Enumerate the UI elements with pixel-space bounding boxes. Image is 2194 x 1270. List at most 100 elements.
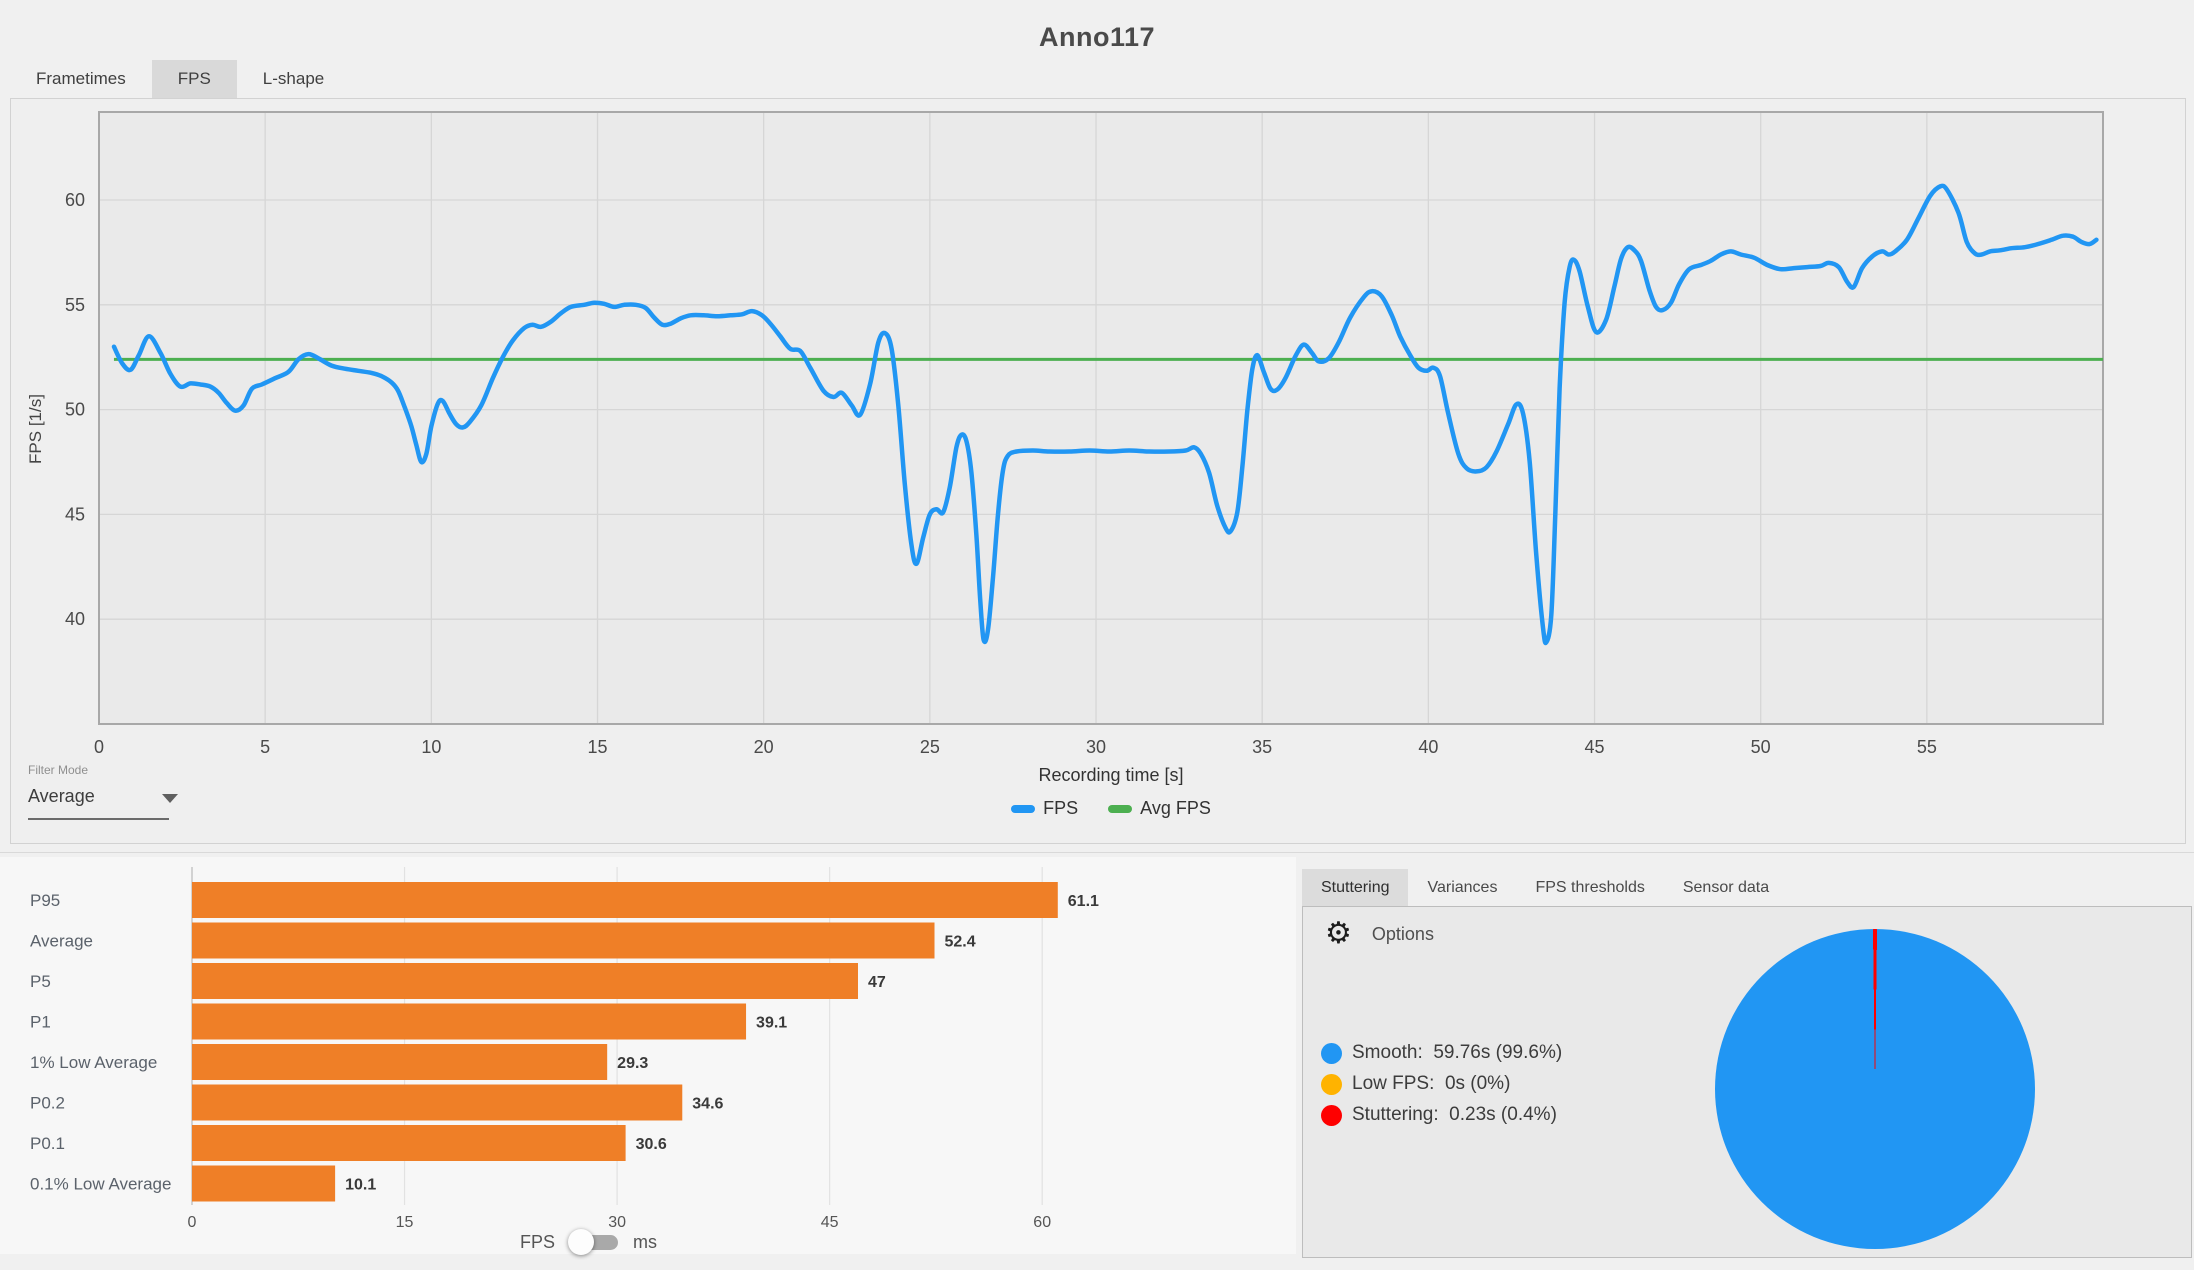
avg-fps-legend-swatch bbox=[1108, 804, 1133, 813]
smooth-value: 59.76s (99.6%) bbox=[1433, 1042, 1563, 1063]
svg-text:25: 25 bbox=[920, 737, 940, 757]
x-tick-labels: 0 5 10 15 20 25 30 35 40 45 50 55 bbox=[94, 737, 1937, 757]
y-axis-title: FPS [1/s] bbox=[26, 394, 45, 464]
stuttering-panel: ⚙ Options Smooth: 59.76s (99.6%) Low FPS… bbox=[1302, 906, 2192, 1258]
analysis-tabs: Stuttering Variances FPS thresholds Sens… bbox=[1302, 869, 1788, 906]
svg-text:60: 60 bbox=[65, 190, 85, 210]
svg-text:P95: P95 bbox=[30, 891, 60, 910]
stuttering-label: Stuttering: bbox=[1352, 1104, 1439, 1125]
stuttering-pie-chart bbox=[1715, 929, 2035, 1249]
svg-text:0.1% Low Average: 0.1% Low Average bbox=[30, 1175, 171, 1194]
fps-line-chart: 40 45 50 55 60 0 5 10 15 20 25 30 35 40 45 50 55 FPS [1/s… bbox=[26, 111, 2104, 757]
svg-text:35: 35 bbox=[1252, 737, 1272, 757]
toggle-knob[interactable] bbox=[568, 1229, 595, 1255]
main-chart-tabs: Frametimes FPS L-shape bbox=[10, 60, 350, 98]
svg-text:45: 45 bbox=[1585, 737, 1605, 757]
tab-fps[interactable]: FPS bbox=[151, 60, 237, 98]
bar-row bbox=[192, 1044, 608, 1080]
chart-legend: FPS Avg FPS bbox=[901, 798, 1321, 819]
svg-text:40: 40 bbox=[65, 609, 85, 629]
bar-row bbox=[192, 922, 935, 959]
fps-line bbox=[111, 183, 2099, 646]
unit-ms-label: ms bbox=[633, 1231, 658, 1252]
bar-row bbox=[192, 1165, 336, 1202]
bar-x-tick-labels: 0 15 30 45 60 bbox=[188, 1214, 1052, 1231]
bar-row bbox=[192, 1003, 747, 1040]
legend-item-fps[interactable]: FPS bbox=[1011, 798, 1078, 819]
svg-text:45: 45 bbox=[65, 504, 85, 524]
bottom-section: P95 Average P5 P1 1% Low Average P0.2 P0.1 0.1%… bbox=[0, 852, 2194, 1270]
svg-text:39.1: 39.1 bbox=[756, 1015, 787, 1032]
chevron-down-icon bbox=[162, 794, 178, 803]
fps-legend-swatch bbox=[1011, 804, 1036, 813]
fps-legend-label: FPS bbox=[1043, 798, 1079, 818]
svg-text:30.6: 30.6 bbox=[636, 1136, 667, 1153]
tab-fps-thresholds[interactable]: FPS thresholds bbox=[1535, 879, 1645, 896]
bar-value-labels: 61.1 52.4 47 39.1 29.3 34.6 30.6 10.1 bbox=[345, 893, 1099, 1194]
tab-sensor-data[interactable]: Sensor data bbox=[1682, 879, 1770, 896]
tab-stuttering[interactable]: Stuttering bbox=[1302, 869, 1409, 906]
filter-mode-label: Filter Mode bbox=[28, 763, 89, 777]
svg-text:Average: Average bbox=[30, 932, 93, 951]
options-label: Options bbox=[1371, 923, 1434, 944]
svg-text:50: 50 bbox=[1751, 737, 1771, 757]
stuttering-dot-icon bbox=[1321, 1104, 1342, 1126]
svg-text:47: 47 bbox=[868, 974, 886, 991]
svg-text:15: 15 bbox=[396, 1214, 414, 1231]
page-title: Anno117 bbox=[1038, 22, 1156, 52]
unit-toggle-row: FPS ms bbox=[520, 1229, 657, 1255]
filter-mode-select[interactable]: Average bbox=[28, 786, 178, 812]
tab-frametimes[interactable]: Frametimes bbox=[36, 69, 126, 88]
svg-text:50: 50 bbox=[65, 400, 85, 420]
svg-text:10.1: 10.1 bbox=[345, 1177, 376, 1194]
low-fps-label: Low FPS: bbox=[1352, 1073, 1435, 1094]
tab-l-shape[interactable]: L-shape bbox=[262, 69, 325, 88]
bar-row bbox=[192, 963, 858, 999]
smooth-label: Smooth: bbox=[1352, 1042, 1423, 1063]
legend-item-low-fps: Low FPS: 0s (0%) bbox=[1321, 1073, 1510, 1095]
svg-text:P0.1: P0.1 bbox=[30, 1134, 65, 1153]
bar-category-labels: P95 Average P5 P1 1% Low Average P0.2 P0.1 0.1%… bbox=[30, 891, 171, 1194]
unit-fps-label: FPS bbox=[520, 1231, 556, 1252]
svg-text:55: 55 bbox=[1917, 737, 1937, 757]
svg-text:30: 30 bbox=[608, 1214, 626, 1231]
svg-text:1% Low Average: 1% Low Average bbox=[30, 1053, 157, 1072]
legend-item-avg-fps[interactable]: Avg FPS bbox=[1108, 798, 1211, 819]
svg-text:15: 15 bbox=[587, 737, 607, 757]
svg-text:P1: P1 bbox=[30, 1013, 51, 1032]
svg-text:61.1: 61.1 bbox=[1068, 893, 1099, 910]
bar-row bbox=[192, 1084, 683, 1121]
options-button[interactable]: ⚙ Options bbox=[1325, 919, 1434, 949]
low-fps-value: 0s (0%) bbox=[1444, 1073, 1511, 1094]
svg-text:P5: P5 bbox=[30, 972, 51, 991]
gear-icon: ⚙ bbox=[1325, 917, 1352, 950]
y-tick-labels: 40 45 50 55 60 bbox=[65, 190, 85, 629]
bars bbox=[192, 882, 1058, 1202]
svg-text:10: 10 bbox=[421, 737, 441, 757]
tab-variances[interactable]: Variances bbox=[1427, 879, 1498, 896]
svg-text:45: 45 bbox=[821, 1214, 839, 1231]
svg-text:5: 5 bbox=[260, 737, 270, 757]
x-axis-title: Recording time [s] bbox=[1038, 765, 1184, 785]
legend-item-smooth: Smooth: 59.76s (99.6%) bbox=[1321, 1042, 1562, 1064]
plot-border bbox=[98, 111, 2104, 725]
filter-mode-control: Filter Mode Average bbox=[28, 763, 178, 820]
filter-mode-value: Average bbox=[28, 786, 95, 806]
legend-item-stuttering: Stuttering: 0.23s (0.4%) bbox=[1321, 1104, 1557, 1126]
fps-ms-toggle[interactable] bbox=[568, 1229, 620, 1255]
svg-text:34.6: 34.6 bbox=[692, 1096, 723, 1113]
percentile-bar-panel: P95 Average P5 P1 1% Low Average P0.2 P0.1 0.1%… bbox=[0, 857, 1296, 1255]
bar-row bbox=[192, 882, 1058, 918]
svg-text:29.3: 29.3 bbox=[617, 1055, 648, 1072]
svg-text:P0.2: P0.2 bbox=[30, 1094, 65, 1113]
svg-text:60: 60 bbox=[1033, 1214, 1051, 1231]
avg-fps-legend-label: Avg FPS bbox=[1140, 798, 1211, 818]
fps-chart-panel: 40 45 50 55 60 0 5 10 15 20 25 30 35 40 45 50 55 FPS [1/s… bbox=[10, 98, 2186, 844]
filter-mode-underline bbox=[28, 818, 169, 820]
svg-text:0: 0 bbox=[188, 1214, 197, 1231]
plot-area bbox=[99, 112, 2103, 724]
svg-text:55: 55 bbox=[65, 295, 85, 315]
percentile-bar-chart: P95 Average P5 P1 1% Low Average P0.2 P0.1 0.1%… bbox=[30, 867, 1099, 1231]
svg-text:0: 0 bbox=[94, 737, 104, 757]
